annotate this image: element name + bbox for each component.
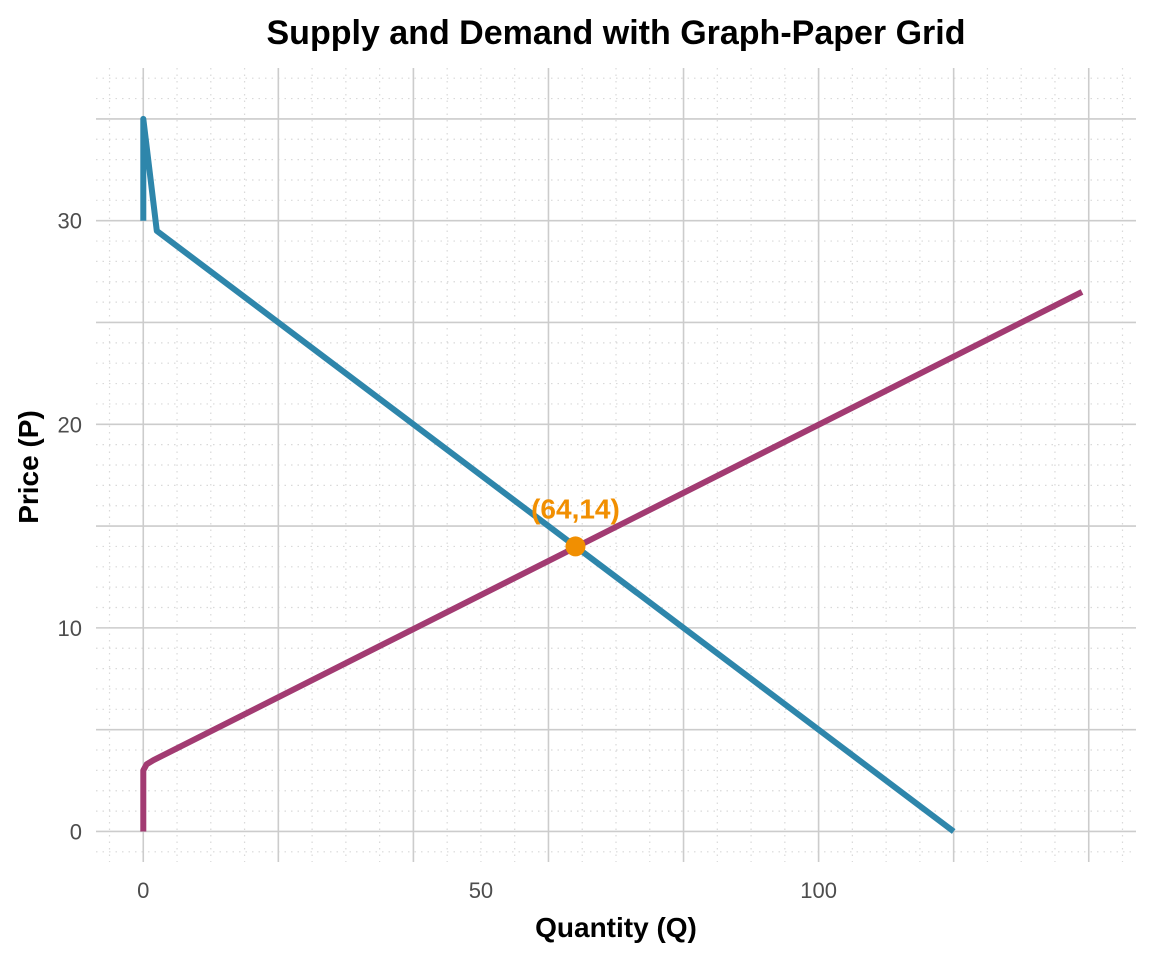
chart-title: Supply and Demand with Graph-Paper Grid	[267, 14, 966, 52]
series-layer	[140, 115, 1084, 834]
y-tick-label: 20	[58, 412, 82, 437]
equilibrium-label: (64,14)	[531, 493, 620, 524]
x-axis-ticks: 0 50 100	[137, 878, 837, 903]
x-axis-title: Quantity (Q)	[535, 912, 697, 943]
y-axis-title: Price (P)	[13, 410, 44, 524]
demand-curve	[140, 115, 956, 834]
y-tick-label: 0	[70, 819, 82, 844]
minor-grid	[96, 68, 1136, 862]
annotation-layer: (64,14)	[531, 493, 620, 557]
y-tick-label: 10	[58, 616, 82, 641]
x-tick-label: 0	[137, 878, 149, 903]
equilibrium-point	[565, 536, 586, 557]
y-axis-ticks: 0 10 20 30	[58, 209, 82, 845]
supply-curve	[140, 289, 1084, 832]
x-tick-label: 100	[800, 878, 837, 903]
x-tick-label: 50	[469, 878, 493, 903]
y-tick-label: 30	[58, 209, 82, 234]
